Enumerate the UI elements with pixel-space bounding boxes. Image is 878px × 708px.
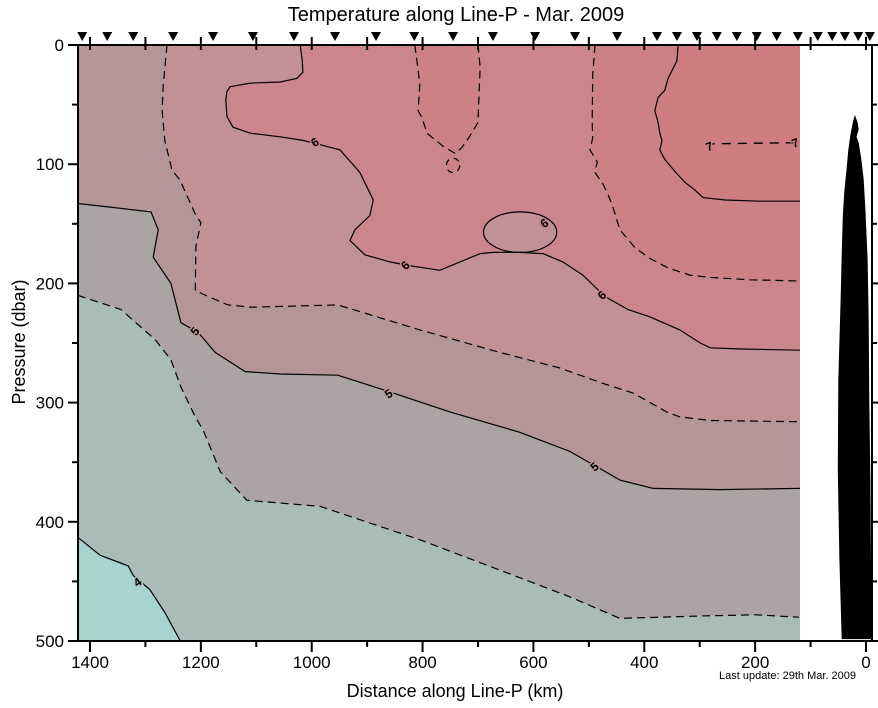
contour-lines [77,44,801,642]
y-tick-label: 200 [36,274,64,293]
station-marker-icon [671,32,682,41]
station-marker-icon [864,32,875,41]
station-marker-icon [371,32,382,41]
station-marker-icon [827,32,838,41]
station-marker-icon [792,32,803,41]
station-marker-icon [839,32,850,41]
station-marker-icon [751,32,762,41]
station-marker-icon [652,32,663,41]
y-axis-title: Pressure (dbar) [9,279,29,404]
station-marker-icon [409,32,420,41]
station-marker-icon [288,32,299,41]
y-tick-label: 0 [55,36,64,55]
station-marker-icon [771,32,782,41]
x-tick-label: 400 [630,653,658,672]
y-tick-label: 300 [36,394,64,413]
station-marker-icon [102,32,113,41]
x-tick-label: 600 [519,653,547,672]
station-marker-icon [853,32,864,41]
x-axis-title: Distance along Line-P (km) [347,681,564,701]
x-tick-label: 0 [861,653,870,672]
x-tick-label: 800 [408,653,436,672]
station-marker-icon [77,32,88,41]
station-marker-icon [812,32,823,41]
y-tick-label: 500 [36,632,64,651]
station-marker-icon [487,32,498,41]
plot-title: Temperature along Line-P - Mar. 2009 [288,4,625,26]
station-marker-icon [208,32,219,41]
station-markers [77,32,875,41]
station-marker-icon [247,32,258,41]
station-marker-icon [711,32,722,41]
x-tick-label: 200 [741,653,769,672]
y-tick-label: 100 [36,155,64,174]
station-marker-icon [168,32,179,41]
station-marker-icon [570,32,580,41]
y-tick-label: 400 [36,513,64,532]
coastline-land-mass [837,114,872,640]
station-marker-icon [448,32,459,41]
axis-ticks [68,37,878,652]
station-marker-icon [612,32,623,41]
station-marker-icon [530,32,541,41]
station-marker-icon [731,32,742,41]
station-marker-icon [128,32,139,41]
x-tick-label: 1000 [293,653,331,672]
station-marker-icon [329,32,340,41]
x-tick-label: 1400 [71,653,109,672]
tick-labels: 1400 1200 1000 800 600 400 200 0 0 100 200 300 400 50… [36,36,871,672]
x-tick-label: 1200 [182,653,220,672]
last-update-note: Last update: 29th Mar. 2009 [719,670,856,682]
color-bands [77,45,801,641]
station-marker-icon [691,32,702,41]
